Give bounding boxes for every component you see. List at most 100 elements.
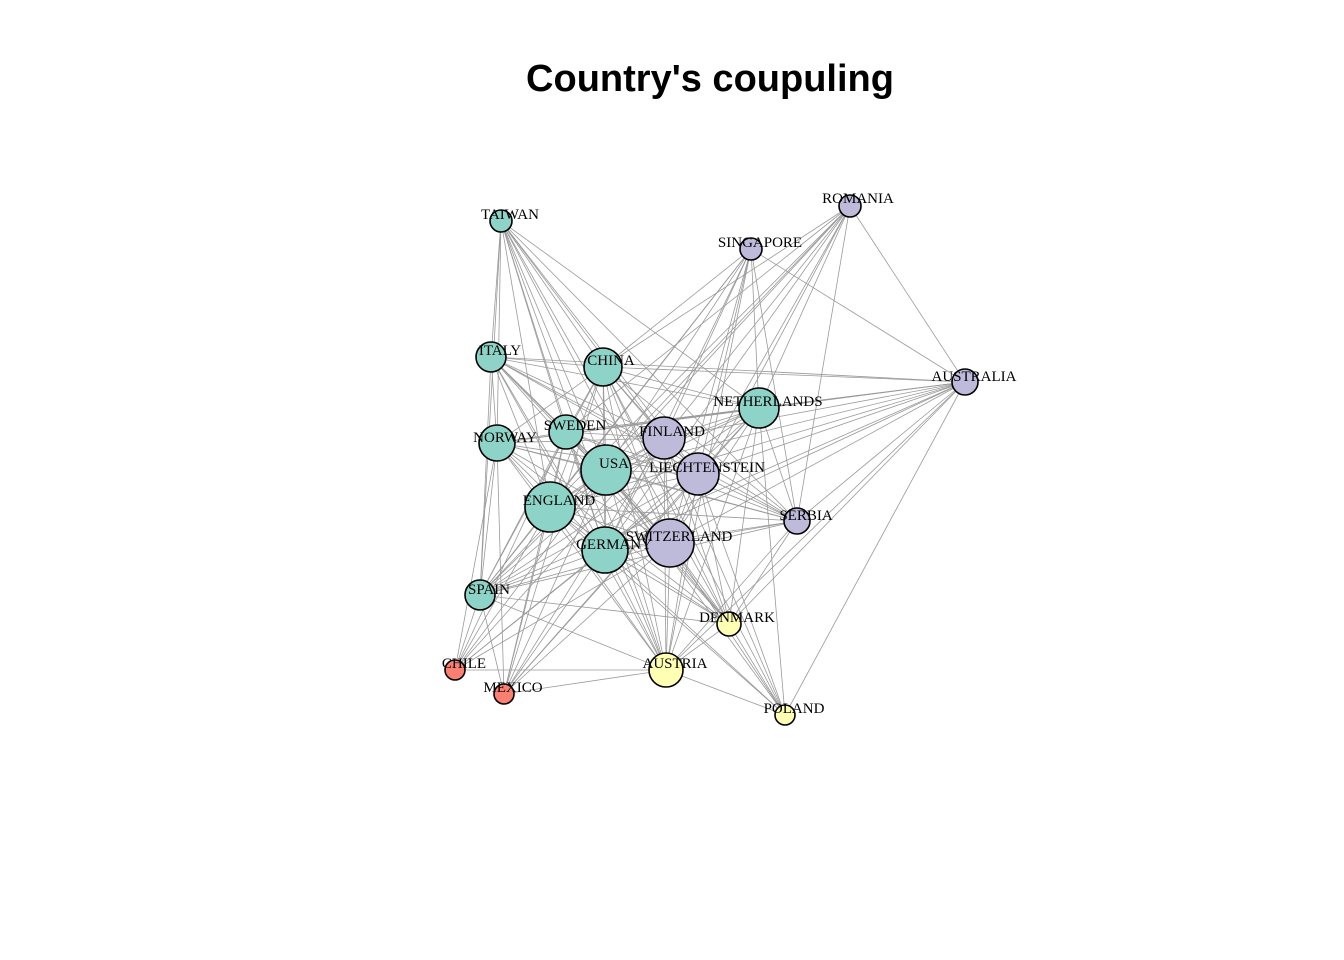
node-label-liechtenstein: LIECHTENSTEIN (649, 460, 765, 476)
node-poland (774, 704, 796, 726)
edge-norway-spain (479, 442, 498, 596)
edge-netherlands-spain (479, 407, 760, 596)
edge-norway-switzerland (496, 442, 671, 544)
edge-switzerland-mexico (503, 542, 671, 695)
node-italy (475, 341, 507, 373)
node-label-singapore: SINGAPORE (718, 235, 802, 251)
edge-taiwan-austria (500, 220, 667, 671)
node-singapore (739, 237, 763, 261)
edge-singapore-china (602, 248, 752, 368)
node-denmark (716, 611, 742, 637)
edge-usa-spain (479, 469, 607, 596)
edge-australia-finland (663, 381, 966, 439)
node-label-spain: SPAIN (468, 582, 510, 598)
edge-sweden-chile (454, 431, 567, 671)
edge-taiwan-serbia (500, 220, 798, 522)
edge-singapore-spain (479, 248, 752, 596)
node-germany (581, 526, 629, 574)
chart-title: Country's coupuling (526, 58, 894, 100)
edge-england-serbia (549, 506, 798, 522)
edge-singapore-liechtenstein (697, 248, 752, 475)
edge-china-liechtenstein (602, 366, 699, 475)
edge-italy-australia (490, 356, 966, 383)
edge-austria-poland (665, 669, 786, 716)
node-layer (444, 194, 979, 726)
node-label-taiwan: TAIWAN (481, 207, 539, 223)
edge-sweden-liechtenstein (565, 431, 699, 475)
edge-singapore-serbia (750, 248, 798, 522)
edge-singapore-finland (663, 248, 752, 439)
edge-italy-spain (479, 356, 492, 596)
node-spain (464, 579, 496, 611)
edge-australia-austria (665, 381, 966, 671)
node-romania (838, 194, 862, 218)
node-label-sweden: SWEDEN (544, 418, 607, 434)
node-label-netherlands: NETHERLANDS (713, 394, 822, 410)
node-netherlands (738, 387, 780, 429)
edge-norway-chile (454, 442, 498, 671)
edge-mexico-austria (503, 669, 667, 695)
node-sweden (548, 414, 584, 450)
edge-spain-mexico (479, 594, 505, 695)
edge-usa-poland (605, 469, 786, 716)
edge-singapore-netherlands (750, 248, 760, 409)
node-label-switzerland: SWITZERLAND (626, 529, 733, 545)
edge-germany-chile (454, 549, 606, 671)
node-label-china: CHINA (587, 353, 635, 369)
edge-romania-australia (849, 205, 966, 383)
edge-spain-denmark (479, 594, 730, 625)
edge-netherlands-austria (665, 407, 760, 671)
edge-singapore-usa (605, 248, 752, 471)
edge-serbia-spain (479, 520, 798, 596)
edge-australia-switzerland (669, 381, 966, 544)
edge-switzerland-spain (479, 542, 671, 596)
edge-taiwan-switzerland (500, 220, 671, 544)
node-label-austria: AUSTRIA (642, 656, 707, 672)
node-taiwan (489, 209, 513, 233)
node-norway (478, 424, 516, 462)
edge-germany-poland (604, 549, 786, 716)
node-usa (580, 444, 632, 496)
edge-usa-chile (454, 469, 607, 671)
node-chile (444, 659, 466, 681)
edge-finland-serbia (663, 437, 798, 522)
edge-serbia-denmark (728, 520, 798, 625)
edge-italy-austria (490, 356, 667, 671)
node-serbia (783, 507, 811, 535)
edge-china-norway (496, 366, 604, 444)
edge-australia-denmark (728, 381, 966, 625)
edge-germany-serbia (604, 520, 798, 551)
node-label-italy: ITALY (479, 343, 521, 359)
node-liechtenstein (676, 452, 720, 496)
node-australia (951, 368, 979, 396)
node-label-norway: NORWAY (473, 430, 537, 446)
node-england (524, 481, 576, 533)
edge-romania-germany (604, 205, 851, 551)
edge-norway-mexico (496, 442, 505, 695)
edge-australia-liechtenstein (697, 381, 966, 475)
edge-denmark-poland (728, 623, 786, 716)
edge-liechtenstein-denmark (697, 473, 730, 625)
node-label-finland: FINLAND (639, 424, 705, 440)
edge-australia-serbia (796, 381, 966, 522)
edge-switzerland-chile (454, 542, 671, 671)
edge-china-serbia (602, 366, 798, 522)
edge-usa-mexico (503, 469, 607, 695)
edge-taiwan-england (500, 220, 551, 508)
node-austria (648, 652, 684, 688)
node-label-romania: ROMANIA (822, 191, 894, 207)
edge-china-austria (602, 366, 667, 671)
edge-china-denmark (602, 366, 730, 625)
edge-italy-england (490, 356, 551, 508)
edge-england-denmark (549, 506, 730, 625)
node-label-denmark: DENMARK (699, 610, 775, 626)
node-label-poland: POLAND (764, 701, 825, 717)
node-label-germany: GERMANY (576, 537, 652, 553)
edge-england-austria (549, 506, 667, 671)
node-mexico (493, 683, 515, 705)
node-switzerland (645, 518, 695, 568)
edge-netherlands-denmark (728, 407, 760, 625)
edge-australia-spain (479, 381, 966, 596)
edge-liechtenstein-austria (665, 473, 699, 671)
